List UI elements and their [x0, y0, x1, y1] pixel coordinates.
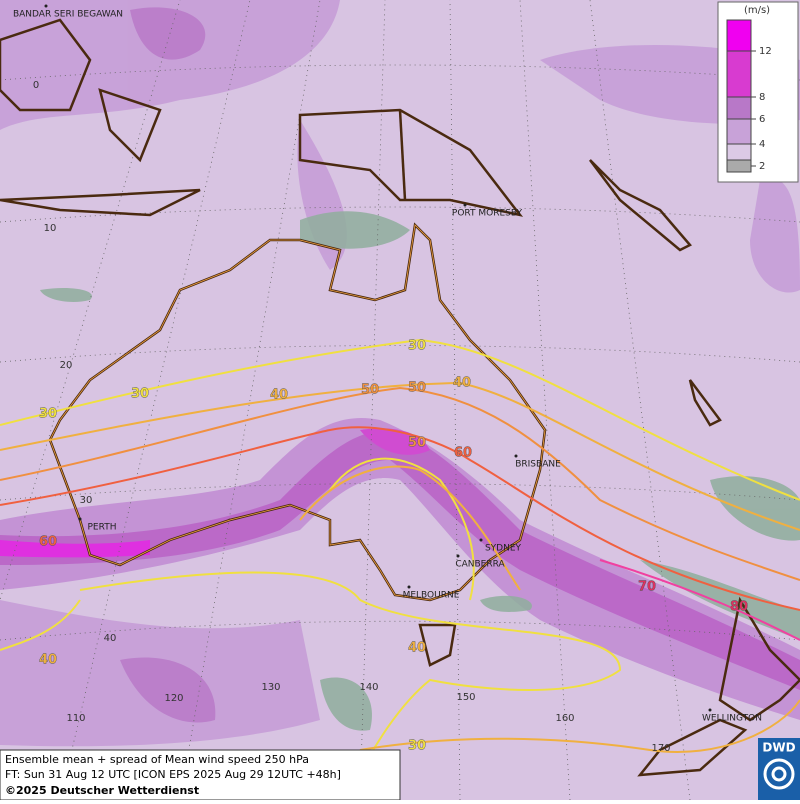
contour-label: 30 — [39, 407, 57, 422]
contour-label: 60 — [39, 535, 57, 550]
longitude-label: 150 — [456, 692, 475, 703]
legend-tick-label: 8 — [759, 92, 765, 103]
longitude-label: 120 — [164, 693, 183, 704]
logo-text: DWD — [762, 741, 795, 755]
city-dot — [514, 454, 518, 458]
city-dot — [479, 538, 483, 542]
city-dot — [78, 517, 82, 521]
city-dot — [456, 554, 460, 558]
city-label: WELLINGTON — [702, 714, 762, 724]
city-label: CANBERRA — [455, 560, 505, 570]
legend-tick-label: 2 — [759, 161, 765, 172]
legend-tick-label: 6 — [759, 114, 765, 125]
contour-label: 30 — [131, 387, 149, 402]
contour-label: 80 — [730, 600, 748, 615]
city-label: MELBOURNE — [403, 591, 460, 601]
coastlines — [0, 18, 800, 777]
longitude-label: 110 — [66, 713, 85, 724]
contour-label: 30 — [408, 339, 426, 354]
dwd-logo: DWD — [758, 738, 800, 800]
latitude-label: 10 — [44, 223, 57, 234]
city-dot — [44, 4, 48, 8]
city-dot — [407, 585, 411, 589]
legend: (m/s) 2 4 6 8 12 — [717, 1, 799, 183]
contour-label: 40 — [408, 641, 426, 656]
footer-title: Ensemble mean + spread of Mean wind spee… — [5, 753, 309, 766]
contour-label: 50 — [408, 381, 426, 396]
contour-label: 30 — [408, 739, 426, 754]
contours — [0, 338, 800, 801]
latitude-label: 30 — [80, 495, 93, 506]
spread-shading — [0, 0, 800, 747]
legend-unit: (m/s) — [744, 5, 770, 16]
city-dot — [463, 203, 467, 207]
contour-label: 40 — [39, 653, 57, 668]
longitude-label: 170 — [651, 743, 670, 754]
city-label: BANDAR SERI BEGAWAN — [13, 10, 123, 20]
latitude-label: 0 — [33, 80, 39, 91]
footer-forecast-time: FT: Sun 31 Aug 12 UTC [ICON EPS 2025 Aug… — [5, 768, 341, 781]
legend-tick-label: 4 — [759, 139, 765, 150]
city-label: PORT MORESBY — [452, 209, 523, 219]
footer: Ensemble mean + spread of Mean wind spee… — [0, 749, 401, 801]
contour-label: 50 — [361, 383, 379, 398]
longitude-label: 130 — [261, 682, 280, 693]
latitude-label: 40 — [104, 633, 117, 644]
city-label: SYDNEY — [485, 544, 522, 554]
shading-green — [40, 211, 800, 731]
city-label: PERTH — [88, 523, 117, 533]
contour-label: 70 — [638, 580, 656, 595]
contour-label: 40 — [453, 376, 471, 391]
longitude-label: 140 — [359, 682, 378, 693]
footer-copyright: ©2025 Deutscher Wetterdienst — [5, 784, 199, 797]
contour-label: 60 — [454, 446, 472, 461]
city-dot — [708, 708, 712, 712]
contour-label: 40 — [270, 388, 288, 403]
contour-label: 50 — [408, 436, 426, 451]
latitude-label: 20 — [60, 360, 73, 371]
longitude-label: 160 — [555, 713, 574, 724]
city-label: BRISBANE — [515, 460, 561, 470]
legend-tick-label: 12 — [759, 46, 772, 57]
